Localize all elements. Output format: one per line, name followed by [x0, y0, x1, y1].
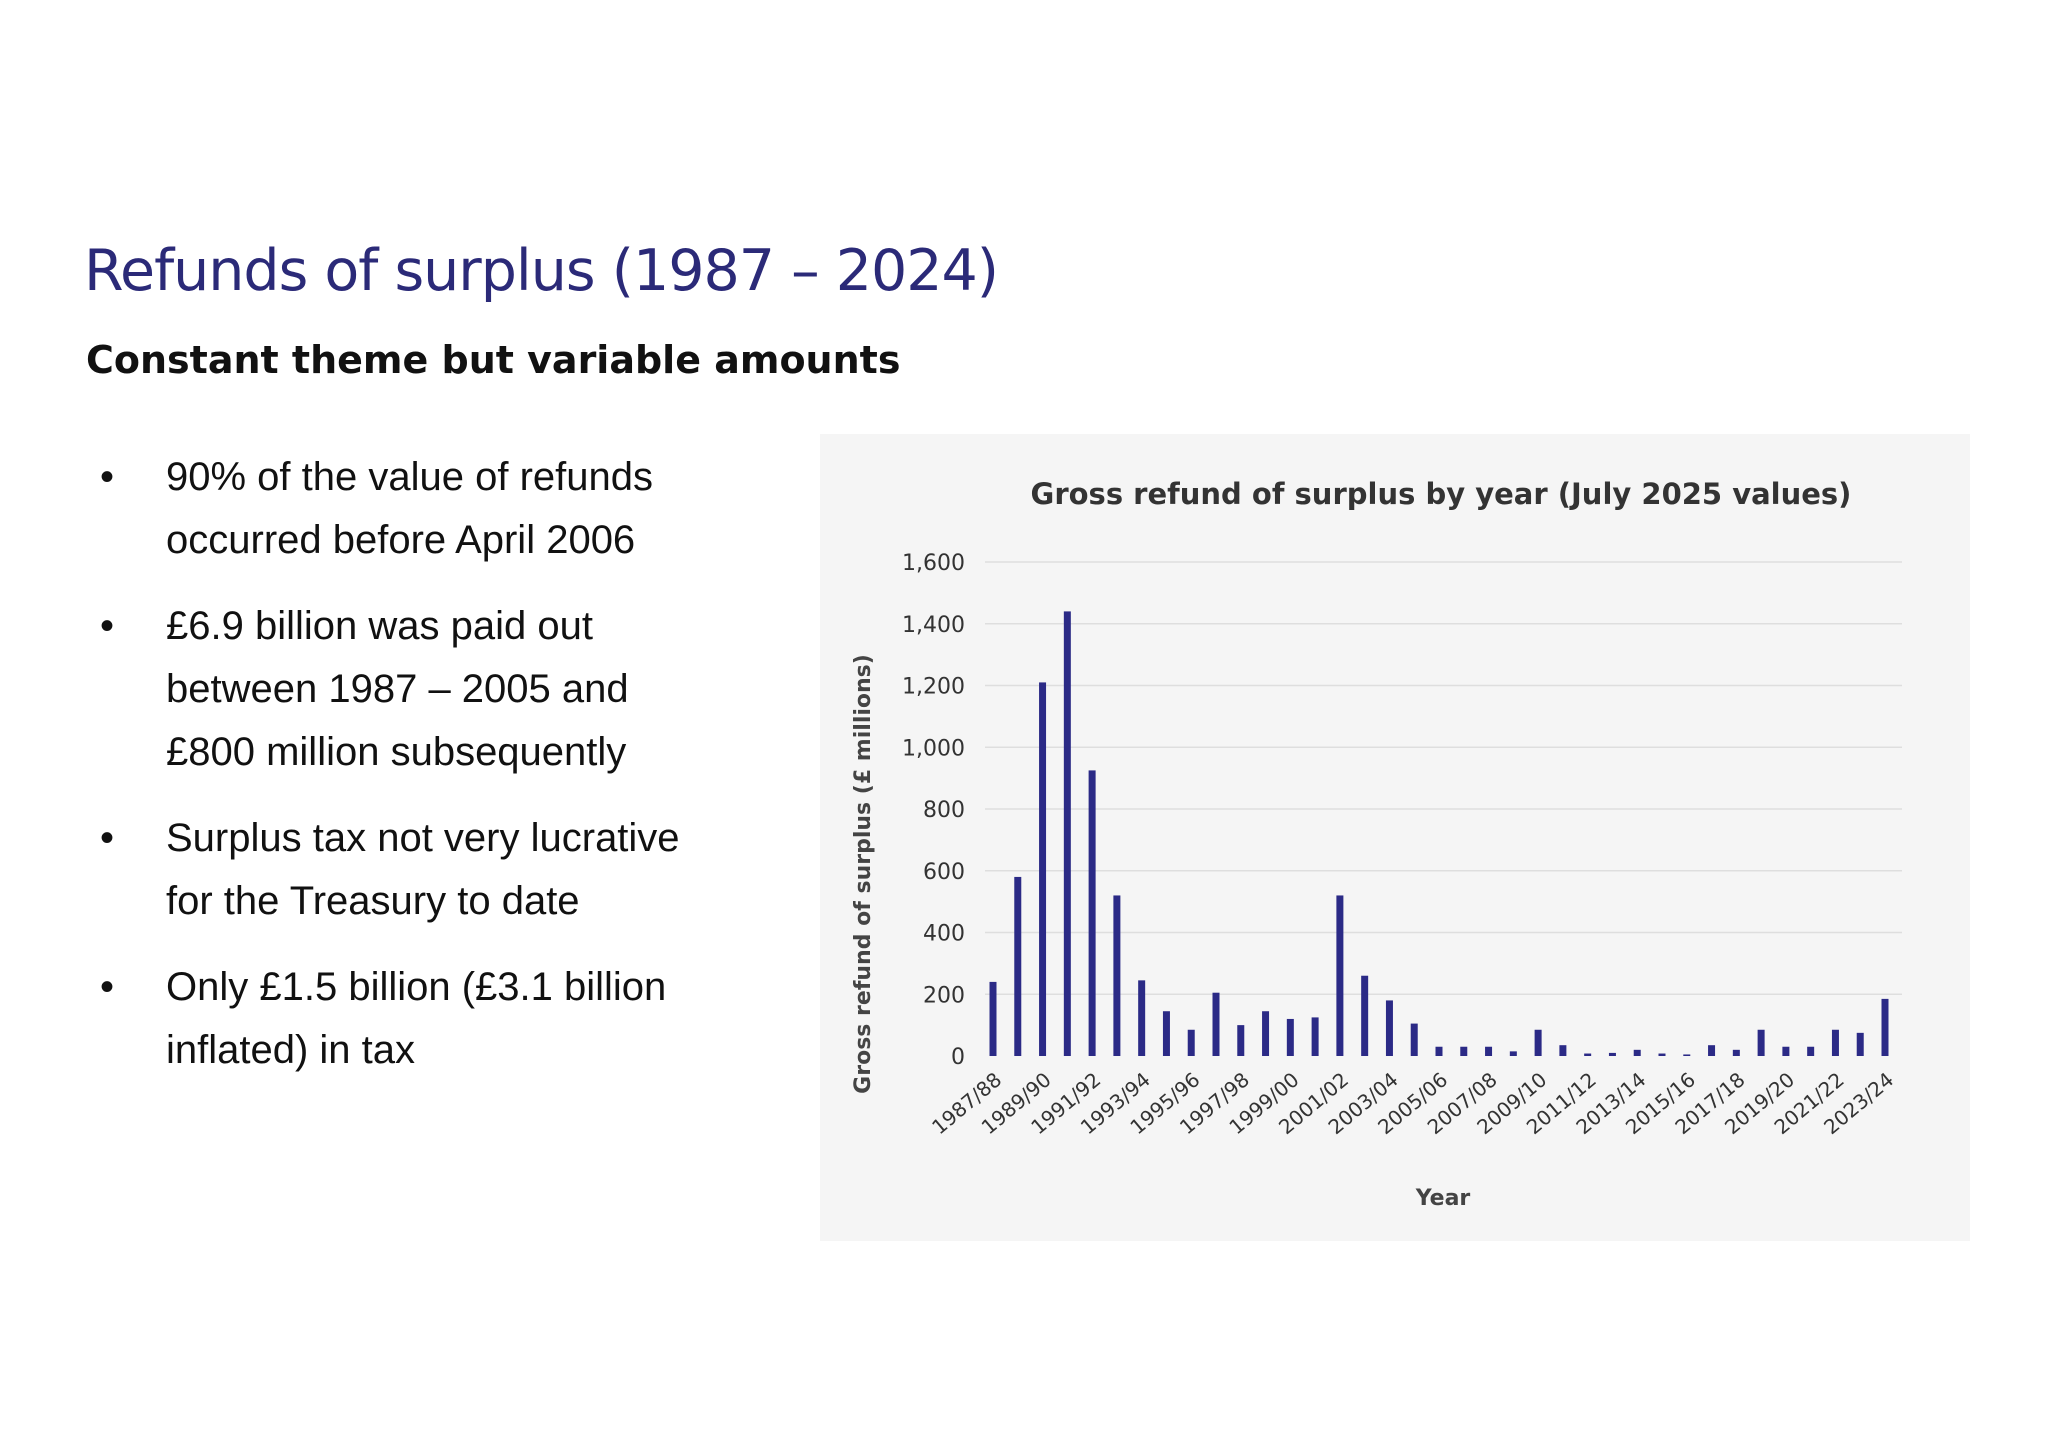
y-tick-label: 1,600: [902, 551, 965, 576]
bar: [1039, 682, 1047, 1056]
y-tick-label: 0: [951, 1045, 965, 1070]
bar: [1138, 980, 1146, 1056]
bar: [1435, 1046, 1443, 1056]
bar: [1509, 1051, 1517, 1056]
bar: [1831, 1029, 1839, 1056]
bullet-item: • Surplus tax not very lucrative for the…: [96, 807, 696, 933]
bar: [1162, 1011, 1170, 1056]
bullet-icon: •: [100, 455, 115, 499]
y-axis-ticks: 0 200 400 600 800 1,000 1,200 1,400 1,600: [902, 551, 965, 1070]
bar: [1856, 1032, 1864, 1056]
bar: [1361, 975, 1369, 1056]
y-axis-label: Gross refund of surplus (£ millions): [851, 654, 876, 1094]
bar: [1336, 895, 1344, 1056]
y-tick-label: 1,200: [902, 675, 965, 700]
y-tick-label: 600: [923, 860, 965, 885]
bullet-item: • Only £1.5 billion (£3.1 billion inflat…: [96, 956, 696, 1082]
bar: [1286, 1018, 1294, 1056]
bar: [1212, 992, 1220, 1056]
bullet-list: • 90% of the value of refunds occurred b…: [96, 446, 696, 1105]
bar: [1113, 895, 1121, 1056]
chart-title: Gross refund of surplus by year (July 20…: [1031, 477, 1852, 511]
bar: [1385, 1000, 1393, 1056]
bar: [1782, 1046, 1790, 1056]
bar: [1534, 1029, 1542, 1056]
gridlines: [985, 561, 1902, 995]
bar: [1584, 1053, 1592, 1056]
chart-panel: Gross refund of surplus by year (July 20…: [820, 434, 1970, 1241]
bar: [1881, 998, 1889, 1056]
bar: [1608, 1052, 1616, 1056]
bar: [1633, 1049, 1641, 1056]
bullet-icon: •: [100, 604, 115, 648]
bar: [1088, 770, 1096, 1056]
y-tick-label: 200: [923, 983, 965, 1008]
bullet-text: £6.9 billion was paid out between 1987 –…: [166, 604, 629, 774]
x-axis-ticks: 1987/881989/901991/921993/941995/961997/…: [927, 1067, 1898, 1139]
bar: [1460, 1046, 1468, 1056]
bar: [1063, 611, 1071, 1056]
bar: [1683, 1054, 1691, 1056]
bar: [1658, 1053, 1666, 1056]
bar: [1485, 1046, 1493, 1056]
bar: [989, 981, 997, 1056]
bullet-text: Surplus tax not very lucrative for the T…: [166, 816, 680, 923]
slide-title: Refunds of surplus (1987 – 2024): [84, 238, 999, 304]
bar: [1187, 1029, 1195, 1056]
y-tick-label: 1,000: [902, 736, 965, 761]
bullet-item: • 90% of the value of refunds occurred b…: [96, 446, 696, 572]
bullet-icon: •: [100, 816, 115, 860]
bar: [1311, 1017, 1319, 1056]
bars: [989, 611, 1889, 1056]
bar: [1757, 1029, 1765, 1056]
bullet-text: Only £1.5 billion (£3.1 billion inflated…: [166, 965, 667, 1072]
bar: [1732, 1049, 1740, 1056]
y-tick-label: 400: [923, 922, 965, 947]
bar-chart: Gross refund of surplus by year (July 20…: [851, 477, 1902, 1211]
bar: [1237, 1025, 1245, 1056]
bar: [1014, 876, 1022, 1056]
bullet-item: • £6.9 billion was paid out between 1987…: [96, 595, 696, 784]
bar: [1559, 1045, 1567, 1056]
slide-subtitle: Constant theme but variable amounts: [86, 338, 901, 382]
y-tick-label: 1,400: [902, 613, 965, 638]
x-axis-label: Year: [1415, 1186, 1471, 1211]
bar: [1807, 1046, 1815, 1056]
bar: [1262, 1011, 1270, 1056]
bullet-text: 90% of the value of refunds occurred bef…: [166, 455, 653, 562]
bar: [1708, 1045, 1716, 1056]
y-tick-label: 800: [923, 798, 965, 823]
bullet-icon: •: [100, 965, 115, 1009]
bar: [1410, 1023, 1418, 1056]
